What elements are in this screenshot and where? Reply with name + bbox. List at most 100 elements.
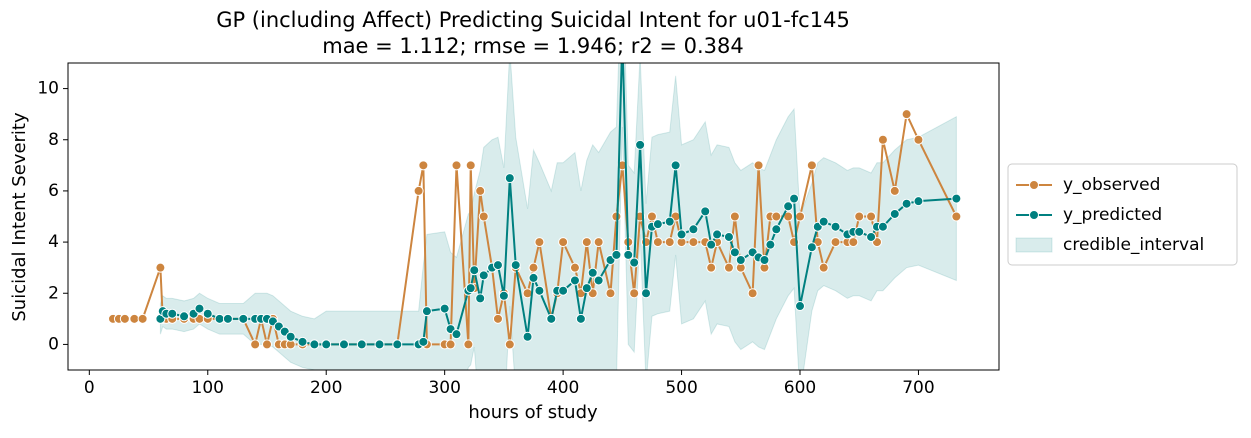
point <box>889 208 900 219</box>
point <box>587 267 598 278</box>
point <box>848 237 859 248</box>
x-tick-label: 100 <box>192 378 224 398</box>
point <box>534 285 545 296</box>
point <box>753 160 764 171</box>
point <box>581 283 592 294</box>
point <box>492 313 503 324</box>
point <box>765 239 776 250</box>
point <box>285 331 296 342</box>
legend-marker <box>1029 180 1039 190</box>
point <box>475 293 486 304</box>
point <box>818 262 829 273</box>
point <box>421 306 432 317</box>
point <box>783 201 794 212</box>
point <box>451 160 462 171</box>
legend-box <box>1007 163 1238 266</box>
point <box>866 211 877 222</box>
y-tick-label: 10 <box>37 79 59 99</box>
point <box>611 249 622 260</box>
point <box>222 313 233 324</box>
point <box>641 288 652 299</box>
point <box>179 311 190 322</box>
point <box>623 249 634 260</box>
point <box>581 237 592 248</box>
x-tick-label: 200 <box>310 378 342 398</box>
point <box>465 283 476 294</box>
point <box>413 185 424 196</box>
point <box>392 339 403 350</box>
point <box>901 109 912 120</box>
point <box>202 308 213 319</box>
point <box>806 242 817 253</box>
plot-area <box>108 63 962 370</box>
point <box>700 206 711 217</box>
legend-marker <box>1029 210 1039 220</box>
point <box>854 226 865 237</box>
x-tick-label: 700 <box>902 378 934 398</box>
point <box>309 339 320 350</box>
point <box>321 339 332 350</box>
point <box>901 198 912 209</box>
point <box>735 254 746 265</box>
point <box>498 290 509 301</box>
point <box>830 237 841 248</box>
point <box>664 237 675 248</box>
point <box>646 211 657 222</box>
point <box>297 336 308 347</box>
point <box>374 339 385 350</box>
point <box>194 303 205 314</box>
legend-swatch <box>1015 237 1053 253</box>
y-tick-label: 0 <box>48 334 59 354</box>
point <box>338 339 349 350</box>
point <box>605 288 616 299</box>
credible-band <box>159 63 957 370</box>
point <box>712 229 723 240</box>
point <box>593 237 604 248</box>
point <box>913 134 924 145</box>
axes-frame <box>67 62 1000 371</box>
y-axis-label: Suicidal Intent Severity <box>9 112 30 322</box>
axes: 0 100 200 300 400 500 600 700 0 2 4 6 8 10 <box>37 79 934 398</box>
legend-label: y_observed <box>1063 175 1160 195</box>
point <box>854 211 865 222</box>
point <box>877 221 888 232</box>
point <box>250 339 261 350</box>
point <box>463 339 474 350</box>
point <box>951 211 962 222</box>
point <box>635 139 646 150</box>
point <box>818 216 829 227</box>
point <box>569 275 580 286</box>
point <box>439 303 450 314</box>
point <box>670 160 681 171</box>
x-tick-label: 500 <box>665 378 697 398</box>
point <box>528 272 539 283</box>
point <box>806 160 817 171</box>
point <box>795 301 806 312</box>
point <box>629 288 640 299</box>
point <box>558 237 569 248</box>
point <box>706 239 717 250</box>
point <box>475 185 486 196</box>
y-tick-label: 6 <box>48 181 59 201</box>
point <box>759 254 770 265</box>
y-tick-label: 8 <box>48 130 59 150</box>
point <box>723 231 734 242</box>
point <box>534 237 545 248</box>
point <box>465 160 476 171</box>
point <box>951 193 962 204</box>
point <box>771 224 782 235</box>
point <box>445 339 456 350</box>
x-tick-label: 400 <box>547 378 579 398</box>
point <box>504 173 515 184</box>
point <box>706 262 717 273</box>
legend: y_observed y_predicted credible_interval <box>1007 163 1238 266</box>
point <box>478 270 489 281</box>
point <box>830 221 841 232</box>
x-tick-label: 0 <box>84 378 95 398</box>
point <box>747 288 758 299</box>
point <box>771 211 782 222</box>
point <box>492 260 503 271</box>
point <box>723 262 734 273</box>
point <box>510 260 521 271</box>
point <box>789 193 800 204</box>
